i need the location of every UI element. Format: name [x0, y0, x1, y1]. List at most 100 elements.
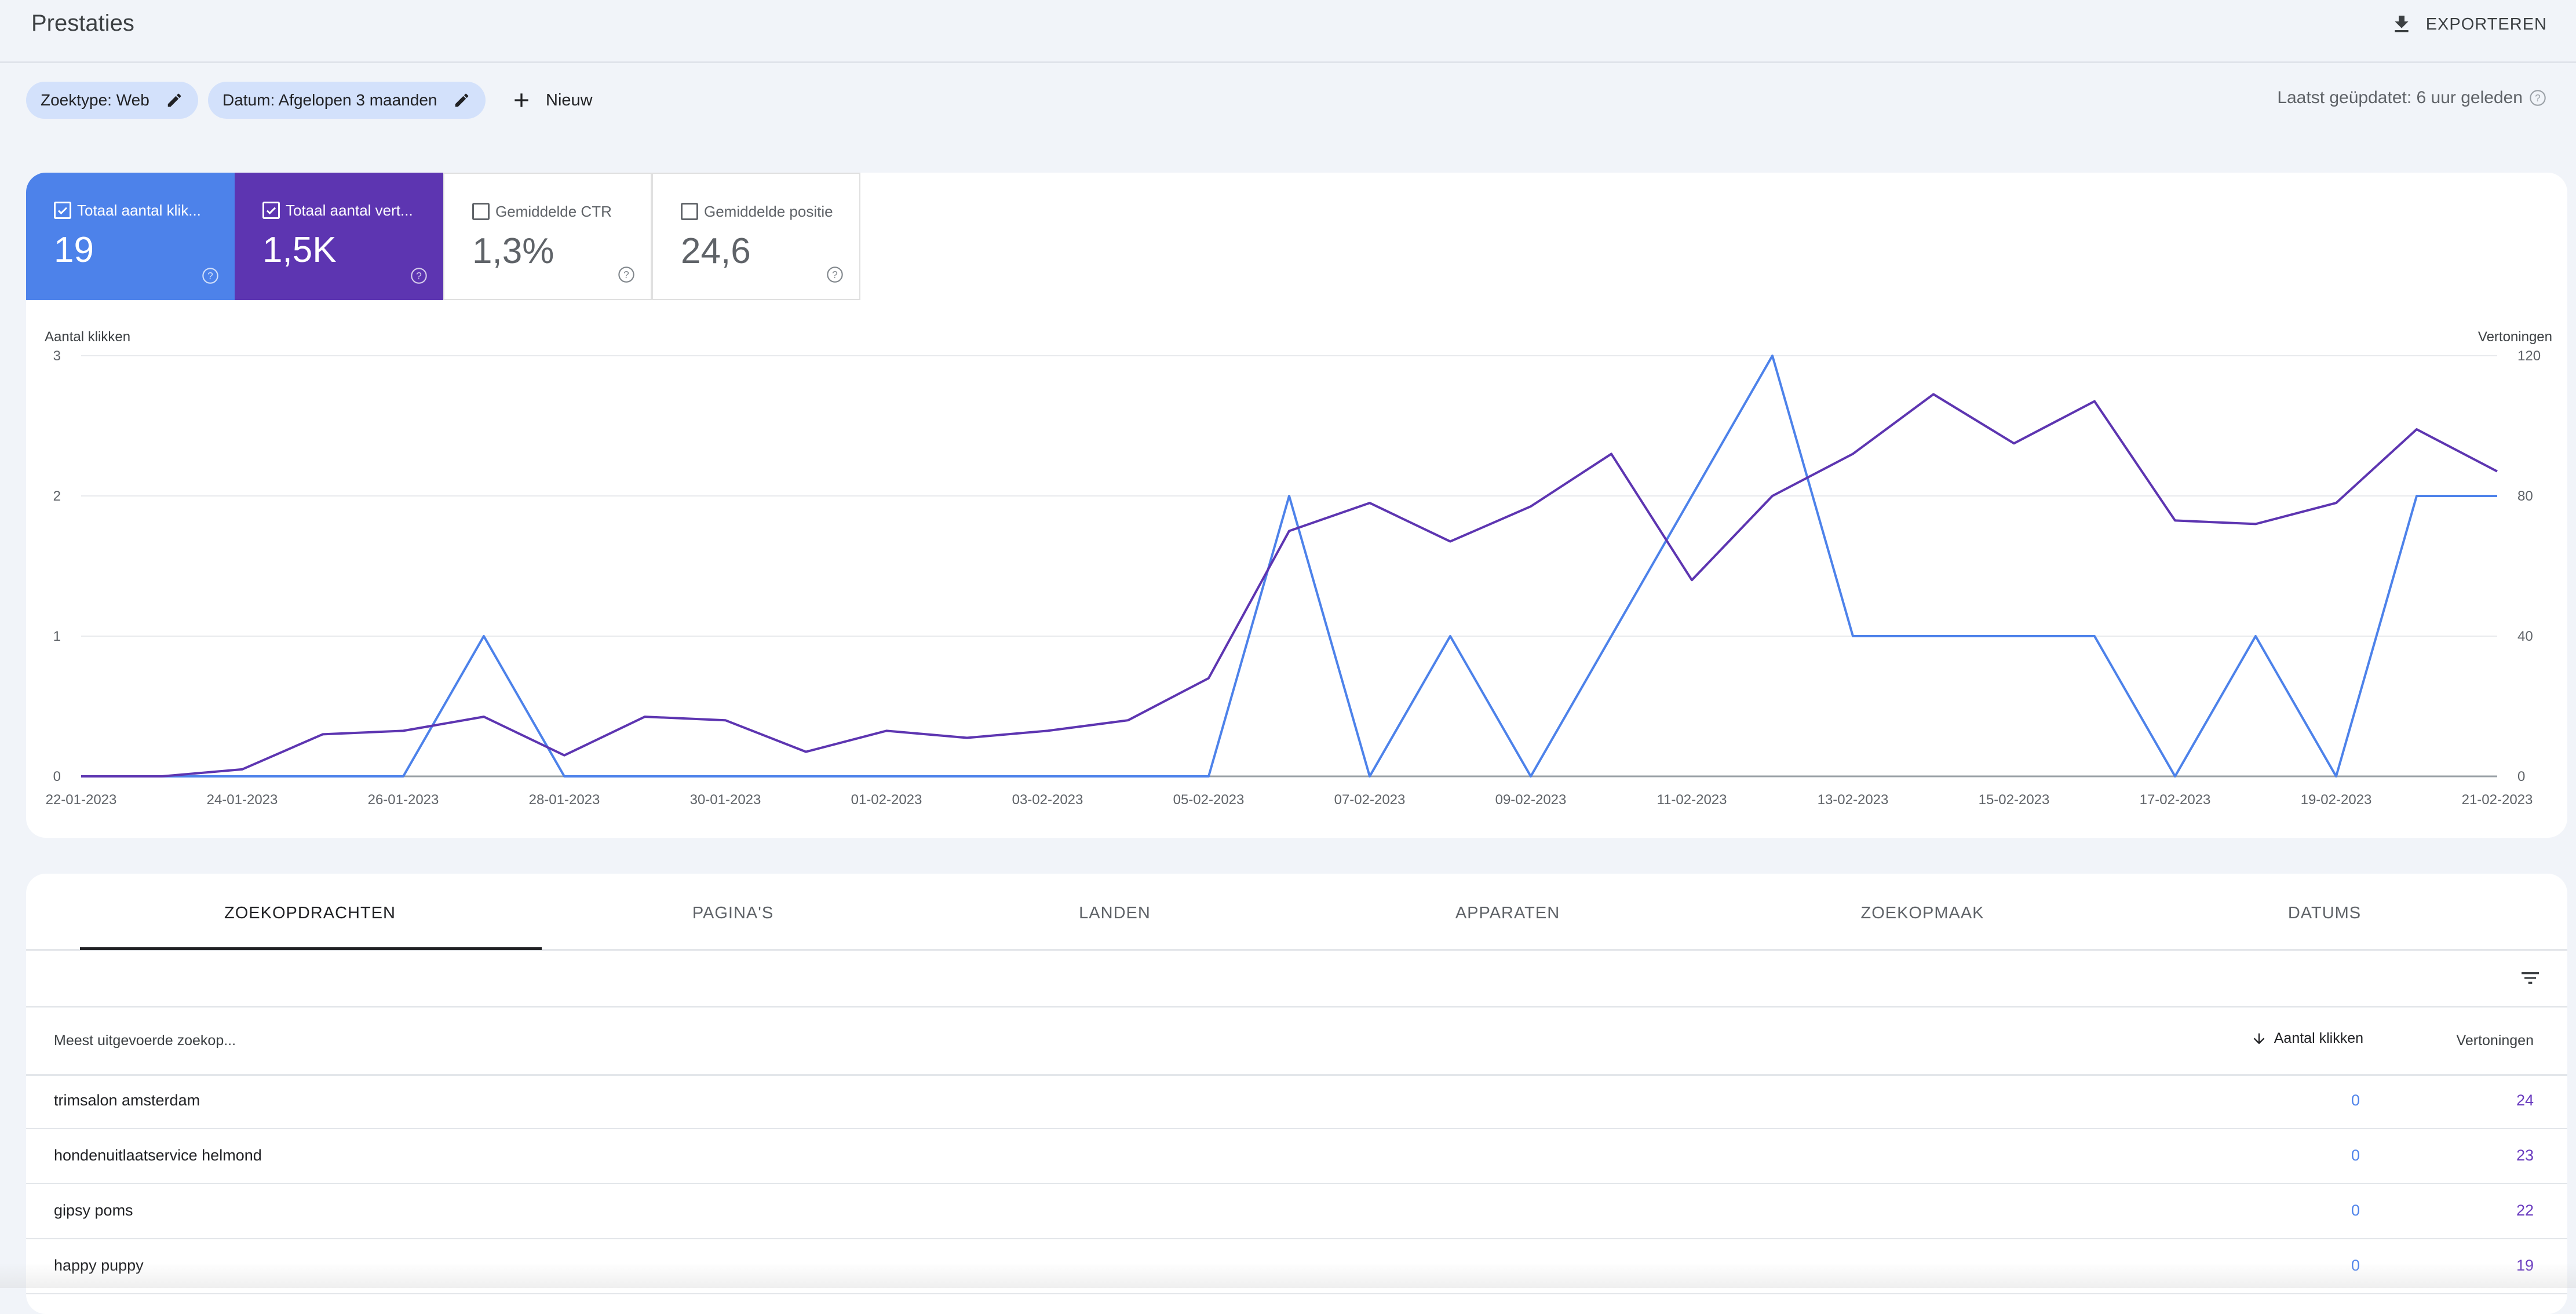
svg-text:?: ? [832, 269, 838, 280]
x-tick-label: 09-02-2023 [1495, 792, 1567, 808]
metric-label: Gemiddelde CTR [495, 203, 612, 220]
query-cell: trimsalon amsterdam [54, 1092, 200, 1109]
table-row[interactable]: hondenuitlaatservice helmond 0 23 [26, 1129, 2567, 1184]
edit-pencil-icon [455, 93, 469, 107]
export-button[interactable]: EXPORTEREN [2390, 13, 2547, 36]
left-y-tick-label: 2 [53, 488, 61, 504]
sort-descending-arrow-icon [2253, 1033, 2265, 1044]
query-cell: gipsy poms [54, 1202, 133, 1219]
left-y-tick-label: 3 [53, 348, 61, 364]
new-filter-button[interactable]: Nieuw [510, 82, 593, 119]
x-tick-label: 01-02-2023 [851, 792, 922, 808]
metric-value: 24,6 [681, 231, 751, 271]
tab-pages[interactable]: PAGINA'S [692, 904, 774, 922]
performance-card: Totaal aantal klik... 19 ? Totaal aantal… [26, 173, 2567, 838]
metric-label: Gemiddelde positie [704, 203, 833, 220]
table-row[interactable]: happy puppy 0 19 [26, 1239, 2567, 1294]
tab-dates[interactable]: DATUMS [2287, 904, 2362, 922]
x-tick-label: 03-02-2023 [1012, 792, 1083, 808]
date-filter-label: Datum: Afgelopen 3 maanden [222, 91, 437, 109]
right-y-tick-label: 120 [2517, 348, 2541, 364]
x-tick-label: 26-01-2023 [368, 792, 439, 808]
x-tick-label: 13-02-2023 [1818, 792, 1889, 808]
column-header-impressions[interactable]: Vertoningen [2456, 1032, 2534, 1049]
plus-icon [515, 93, 528, 107]
date-filter-chip[interactable]: Datum: Afgelopen 3 maanden [208, 82, 486, 119]
x-tick-label: 05-02-2023 [1173, 792, 1245, 808]
x-tick-label: 28-01-2023 [529, 792, 600, 808]
page-title: Prestaties [31, 10, 134, 36]
svg-text:?: ? [207, 270, 213, 282]
edit-pencil-icon [167, 93, 181, 107]
x-tick-label: 17-02-2023 [2140, 792, 2211, 808]
tab-search-appearance[interactable]: ZOEKOPMAAK [1860, 904, 1984, 922]
checkbox-unchecked-icon[interactable] [472, 203, 490, 220]
clicks-cell: 0 [2351, 1147, 2360, 1164]
x-tick-label: 15-02-2023 [1979, 792, 2050, 808]
metric-label: Totaal aantal vert... [286, 202, 413, 219]
metric-value: 19 [54, 230, 94, 270]
left-y-tick-label: 1 [53, 629, 61, 644]
right-axis-title: Vertoningen [2478, 329, 2552, 345]
clicks-cell: 0 [2351, 1202, 2360, 1219]
table-filter-row [26, 949, 2567, 1008]
x-tick-label: 19-02-2023 [2301, 792, 2372, 808]
x-tick-label: 21-02-2023 [2462, 792, 2533, 808]
svg-text:?: ? [2535, 92, 2541, 104]
last-updated: Laatst geüpdatet: 6 uur geleden ? [2277, 88, 2547, 108]
checkbox-checked-icon[interactable] [54, 202, 71, 219]
download-icon [2395, 16, 2409, 32]
checkbox-checked-icon[interactable] [262, 202, 280, 219]
clicks-cell: 0 [2351, 1092, 2360, 1109]
metric-average-position[interactable]: Gemiddelde positie 24,6 ? [652, 173, 860, 300]
query-cell: hondenuitlaatservice helmond [54, 1147, 262, 1164]
right-y-tick-label: 40 [2517, 629, 2533, 644]
help-icon[interactable]: ? [826, 265, 844, 284]
help-icon[interactable]: ? [201, 267, 220, 285]
data-table-card: ZOEKOPDRACHTEN PAGINA'S LANDEN APPARATEN… [26, 874, 2567, 1314]
svg-text:?: ? [623, 269, 629, 280]
dimension-tabs: ZOEKOPDRACHTEN PAGINA'S LANDEN APPARATEN… [26, 874, 2567, 951]
clicks-series-line [81, 355, 2497, 778]
impressions-cell: 23 [2516, 1147, 2534, 1164]
help-icon[interactable]: ? [410, 267, 428, 285]
table-row[interactable]: trimsalon amsterdam 0 24 [26, 1074, 2567, 1129]
x-tick-label: 07-02-2023 [1334, 792, 1406, 808]
checkbox-unchecked-icon[interactable] [681, 203, 698, 220]
query-cell: happy puppy [54, 1257, 144, 1274]
active-tab-indicator [80, 947, 542, 950]
svg-text:?: ? [416, 270, 422, 282]
search-type-filter-label: Zoektype: Web [41, 91, 149, 109]
tab-countries[interactable]: LANDEN [1079, 904, 1151, 922]
metric-label: Totaal aantal klik... [77, 202, 201, 219]
top-bar: Prestaties EXPORTEREN [0, 0, 2576, 63]
impressions-series-line [81, 393, 2498, 778]
performance-line-chart: Aantal klikken Vertoningen 0 1 2 3 0 40 80 120 22-… [45, 329, 2552, 808]
column-header-clicks-label: Aantal klikken [2274, 1030, 2363, 1046]
help-icon[interactable]: ? [617, 265, 636, 284]
clicks-cell: 0 [2351, 1257, 2360, 1274]
column-header-query[interactable]: Meest uitgevoerde zoekop... [54, 1032, 236, 1049]
tab-devices[interactable]: APPARATEN [1455, 904, 1560, 922]
x-tick-label: 11-02-2023 [1657, 792, 1727, 808]
right-y-tick-label: 80 [2517, 488, 2533, 504]
table-header: Meest uitgevoerde zoekop... Aantal klikk… [26, 1006, 2567, 1076]
x-tick-label: 24-01-2023 [207, 792, 278, 808]
x-tick-label: 22-01-2023 [46, 792, 117, 808]
search-type-filter-chip[interactable]: Zoektype: Web [26, 82, 198, 119]
filter-icon[interactable] [2517, 966, 2543, 990]
table-row[interactable]: gipsy poms 0 22 [26, 1184, 2567, 1239]
metric-total-impressions[interactable]: Totaal aantal vert... 1,5K ? [235, 173, 443, 300]
tab-queries[interactable]: ZOEKOPDRACHTEN [224, 904, 396, 922]
impressions-cell: 22 [2516, 1202, 2534, 1219]
impressions-cell: 19 [2516, 1257, 2534, 1274]
last-updated-text: Laatst geüpdatet: 6 uur geleden [2277, 88, 2523, 107]
column-header-clicks[interactable]: Aantal klikken [2251, 1030, 2363, 1047]
left-y-tick-label: 0 [53, 769, 61, 784]
left-axis-title: Aantal klikken [45, 329, 130, 345]
metric-value: 1,5K [262, 230, 337, 270]
export-label: EXPORTEREN [2425, 14, 2547, 34]
help-icon[interactable]: ? [2528, 89, 2547, 107]
metric-total-clicks[interactable]: Totaal aantal klik... 19 ? [26, 173, 235, 300]
metric-average-ctr[interactable]: Gemiddelde CTR 1,3% ? [443, 173, 652, 300]
